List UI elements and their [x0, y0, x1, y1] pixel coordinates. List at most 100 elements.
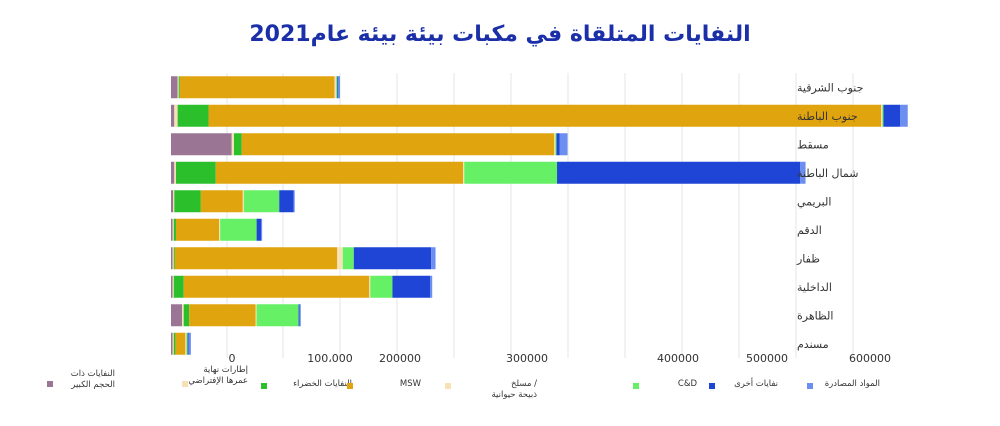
bar-segment — [183, 275, 370, 298]
bar-segment — [174, 104, 178, 127]
bar-segment — [189, 304, 256, 327]
legend-swatch — [807, 383, 813, 389]
bar-segment — [175, 161, 216, 184]
bar-segment — [430, 275, 433, 298]
x-tick-label: 100،000 — [307, 352, 353, 365]
bar-segment — [178, 76, 180, 99]
bar-segment — [171, 161, 175, 184]
bar-segment — [431, 247, 436, 270]
bar-segment — [172, 332, 174, 355]
bar-segment — [175, 332, 186, 355]
bar-segment — [299, 304, 301, 327]
legend-swatch — [709, 383, 715, 389]
bar-segment — [183, 304, 190, 327]
bar-segment — [208, 104, 882, 127]
bar-segment — [369, 275, 371, 298]
bar-segment — [171, 104, 175, 127]
bar-segment — [231, 133, 234, 156]
bars — [171, 76, 908, 355]
category-label: مسقط — [797, 138, 829, 151]
legend-swatch — [347, 383, 353, 389]
bar-segment — [800, 161, 806, 184]
bar-segment — [186, 332, 188, 355]
legend-swatch — [47, 381, 53, 387]
bar-segment — [177, 76, 179, 99]
bar-segment — [179, 76, 335, 99]
bar-segment — [557, 161, 801, 184]
category-label: الداخلية — [797, 281, 832, 294]
bar-segment — [463, 161, 465, 184]
legend-label: نفايات أخرى — [734, 377, 778, 389]
category-label: مسندم — [797, 338, 829, 351]
bar-segment — [171, 190, 174, 213]
category-label: جنوب الشرقية — [797, 81, 863, 94]
bar-segment — [171, 275, 173, 298]
chart-title: النفايات المتلقاة في مكبات بيئة بيئة عام… — [249, 22, 751, 47]
bar-segment — [243, 190, 280, 213]
bar-segment — [337, 247, 343, 270]
category-label: البريمي — [797, 195, 831, 208]
bar-segment — [881, 104, 883, 127]
bar-segment — [172, 247, 174, 270]
bar-segment — [173, 275, 184, 298]
bar-segment — [173, 247, 175, 270]
legend-swatch — [182, 381, 188, 387]
bar-segment — [256, 218, 262, 241]
bar-segment — [334, 76, 337, 99]
x-axis-ticks: 0 100،000 200000 300000 400000 500000 600000 — [229, 352, 892, 365]
bar-segment — [187, 332, 189, 355]
bar-segment — [298, 304, 300, 327]
bar-segment — [261, 218, 263, 241]
category-label: شمال الباطنة — [797, 167, 858, 180]
bar-segment — [353, 247, 432, 270]
category-label: جنوب الباطنة — [797, 110, 858, 123]
bar-segment — [883, 104, 900, 127]
legend-label: النفايات ذات الحجم الكبير — [70, 369, 115, 390]
bar-segment — [174, 161, 176, 184]
bar-segment — [177, 104, 209, 127]
bar-segment — [464, 161, 558, 184]
category-labels: جنوب الشرقية جنوب الباطنة مسقط شمال الباطنة… — [796, 81, 863, 351]
bar-segment — [219, 218, 221, 241]
bar-segment — [174, 190, 201, 213]
bar-segment — [171, 247, 173, 270]
x-tick-label: 0 — [229, 352, 236, 365]
legend-swatch — [633, 383, 639, 389]
bar-segment — [556, 133, 560, 156]
bar-segment — [338, 76, 340, 99]
bar-segment — [255, 304, 257, 327]
bar-segment — [173, 332, 176, 355]
bar-segment — [279, 190, 294, 213]
bar-segment — [293, 190, 295, 213]
x-tick-label: 200000 — [379, 352, 421, 365]
bar-segment — [173, 218, 176, 241]
bar-segment — [175, 218, 220, 241]
bar-segment — [555, 133, 557, 156]
category-label: الدقم — [797, 224, 822, 237]
bar-segment — [215, 161, 464, 184]
bar-segment — [172, 218, 174, 241]
bar-segment — [188, 332, 191, 355]
bar-segment — [370, 275, 393, 298]
bar-segment — [233, 133, 242, 156]
bar-segment — [241, 133, 555, 156]
bar-segment — [559, 133, 568, 156]
bar-segment — [173, 190, 175, 213]
bar-segment — [337, 76, 339, 99]
category-label: ظفار — [796, 252, 820, 265]
bar-segment — [182, 304, 184, 327]
bar-segment — [171, 76, 178, 99]
legend: النفايات ذات الحجم الكبير إطارات نهاية عمره… — [47, 365, 880, 400]
x-tick-label: 600000 — [849, 352, 891, 365]
category-label: الظاهرة — [797, 309, 833, 322]
bar-segment — [336, 76, 338, 99]
bar-segment — [172, 275, 174, 298]
x-tick-label: 400000 — [657, 352, 699, 365]
bar-segment — [171, 218, 173, 241]
bar-segment — [242, 190, 244, 213]
legend-label: MSW — [400, 379, 422, 389]
bar-segment — [185, 332, 187, 355]
bar-segment — [174, 247, 338, 270]
bar-segment — [171, 304, 183, 327]
